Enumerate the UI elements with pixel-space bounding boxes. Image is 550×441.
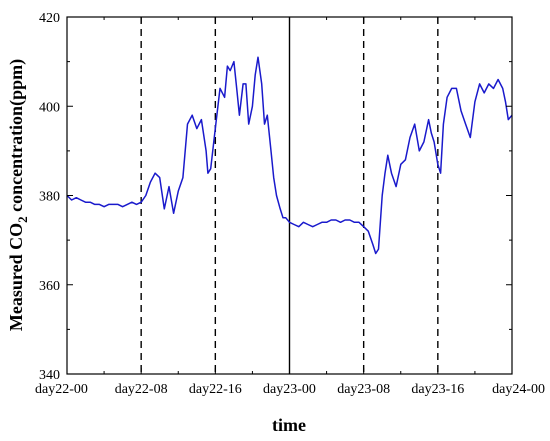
co2-series-line	[66, 56, 513, 255]
x-axis-title: time	[272, 415, 306, 435]
y-tick-label: 400	[39, 100, 60, 115]
x-tick-label: day23-16	[411, 382, 464, 397]
x-tick-label: day22-16	[189, 382, 242, 397]
x-tick-label: day24-00	[492, 382, 545, 397]
reference-lines	[140, 17, 439, 374]
y-axis-title: Measured CO2 concentration(ppm)	[6, 59, 30, 331]
x-tick-label: day23-00	[263, 382, 316, 397]
y-tick-label: 380	[39, 190, 60, 205]
y-axis: 340 360 380 400 420	[39, 11, 512, 383]
y-tick-label: 420	[39, 11, 60, 26]
y-axis-title-rest: concentration(ppm)	[6, 59, 27, 216]
x-tick-label: day22-00	[35, 382, 88, 397]
x-axis: day22-00 day22-08 day22-16 day23-00 day23-08…	[35, 17, 545, 397]
y-axis-title-subscript: 2	[15, 216, 30, 223]
y-tick-label: 360	[39, 279, 60, 294]
y-tick-label: 340	[39, 368, 60, 383]
x-tick-label: day22-08	[115, 382, 168, 397]
x-tick-label: day23-08	[337, 382, 390, 397]
y-axis-title-main: Measured CO	[6, 223, 26, 331]
